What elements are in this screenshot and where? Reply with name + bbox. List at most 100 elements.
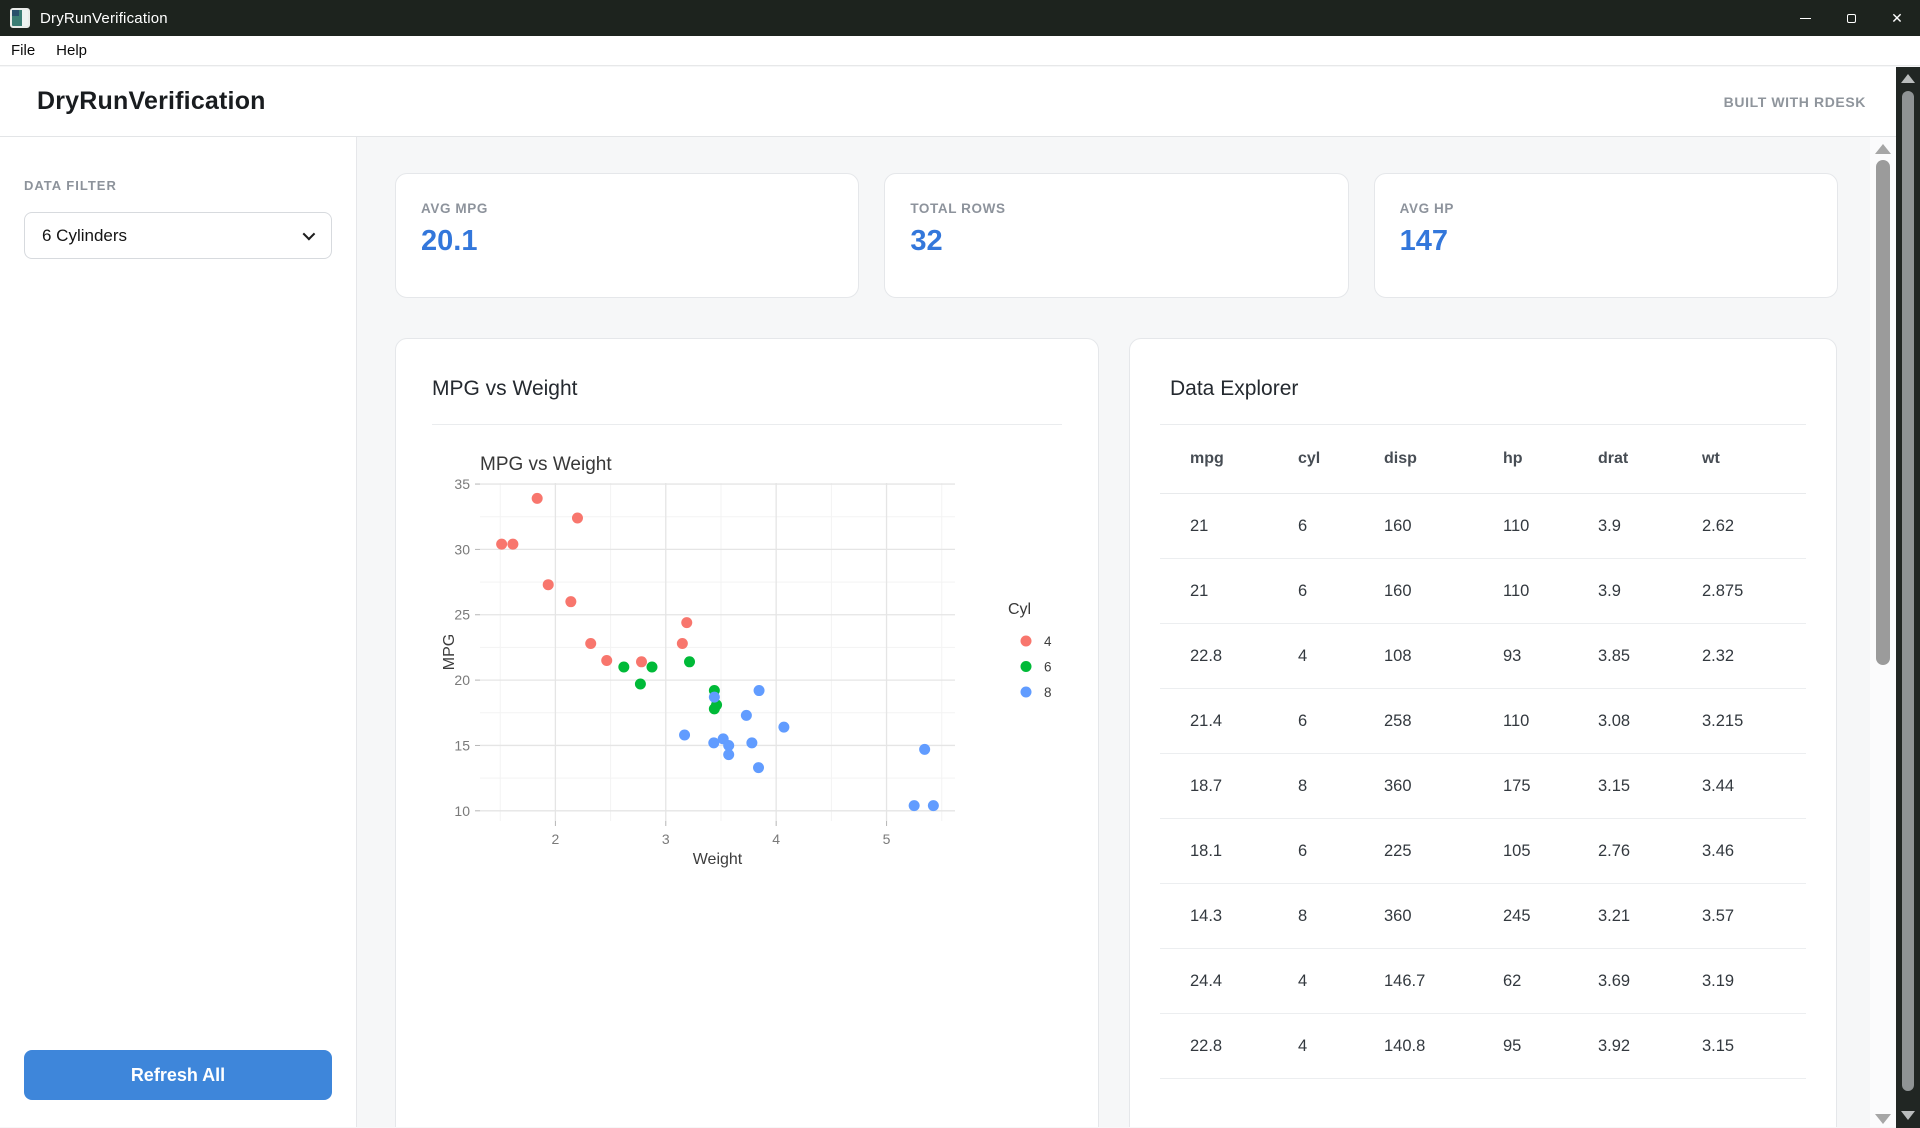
divider [432,424,1062,425]
menubar: File Help [0,36,1920,66]
refresh-all-button[interactable]: Refresh All [24,1050,332,1100]
scatter-point [681,617,693,629]
svg-text:5: 5 [883,831,891,847]
scroll-up-icon[interactable] [1901,74,1915,83]
stat-value: 32 [910,225,943,257]
scatter-point [740,709,752,721]
page-title: DryRunVerification [37,87,266,115]
main-content: AVG MPG 20.1 TOTAL ROWS 32 AVG HP 147 MP… [357,137,1870,1127]
chart-wrap: 2 3 4 5 10 15 20 25 30 35 MPG vs Weight Weight MPG Cy… [440,451,1062,881]
svg-text:3: 3 [662,831,670,847]
svg-text:30: 30 [454,541,470,557]
scatter-point [908,800,920,812]
stat-card-total-rows: TOTAL ROWS 32 [884,173,1349,298]
chart-card: MPG vs Weight 2 3 4 5 10 15 20 25 30 35 MPG vs Wei… [395,338,1099,1127]
minimize-button[interactable] [1782,0,1828,36]
scatter-point [565,596,577,608]
data-table: mpg cyl disp hp drat wt 21 6 160 110 3.9 2.62 21 6 16… [1160,427,1806,1079]
scatter-point [542,579,554,591]
svg-text:2: 2 [551,831,559,847]
svg-text:MPG vs Weight: MPG vs Weight [480,454,612,475]
scatter-point [507,538,519,550]
scatter-point [496,538,508,550]
close-button[interactable]: ✕ [1874,0,1920,36]
scatter-point [919,743,931,755]
window-controls: ✕ [1782,0,1920,36]
column-header-cyl: cyl [1268,427,1354,494]
scatter-point [746,737,758,749]
svg-text:Weight: Weight [693,851,743,868]
scatter-point [927,800,939,812]
cylinder-filter-select[interactable]: 6 Cylinders [24,212,332,259]
close-icon: ✕ [1891,10,1903,26]
stat-label: AVG HP [1399,201,1455,216]
window-scrollbar[interactable] [1896,67,1920,1128]
column-header-wt: wt [1672,427,1806,494]
svg-text:4: 4 [1044,634,1052,649]
stat-value: 20.1 [421,225,478,257]
window-scrollbar-thumb[interactable] [1902,91,1914,1091]
scroll-up-icon[interactable] [1875,144,1891,154]
svg-text:8: 8 [1044,685,1052,700]
scroll-down-icon[interactable] [1901,1111,1915,1120]
column-header-mpg: mpg [1160,427,1268,494]
cylinder-filter-value: 6 Cylinders [42,225,128,245]
table-row: 21.4 6 258 110 3.08 3.215 [1160,688,1806,754]
stat-value: 147 [1399,225,1449,257]
table-row: 22.8 4 108 93 3.85 2.32 [1160,623,1806,689]
table-card-title: Data Explorer [1170,377,1299,400]
scroll-down-icon[interactable] [1875,1114,1891,1124]
data-filter-label: DATA FILTER [24,178,117,193]
svg-text:20: 20 [454,672,470,688]
scatter-point [684,656,696,668]
built-with-badge: BUILT WITH RDESK [1723,93,1866,110]
app-area: DryRunVerification BUILT WITH RDESK DATA… [0,67,1896,1128]
mpg-weight-scatter-chart: 2 3 4 5 10 15 20 25 30 35 MPG vs Weight Weight MPG Cy… [441,454,1052,868]
cards-row: MPG vs Weight 2 3 4 5 10 15 20 25 30 35 MPG vs Wei… [395,338,1838,1127]
content-scrollbar-thumb[interactable] [1876,160,1890,665]
sidebar: DATA FILTER 6 Cylinders Refresh All [0,137,357,1127]
maximize-button[interactable] [1828,0,1874,36]
svg-text:10: 10 [454,803,470,819]
stat-card-avg-mpg: AVG MPG 20.1 [395,173,860,298]
table-row: 22.8 4 140.8 95 3.92 3.15 [1160,1013,1806,1079]
svg-text:6: 6 [1044,660,1052,675]
scatter-point [753,685,765,697]
stat-label: AVG MPG [421,201,488,216]
scatter-point [601,654,613,666]
scatter-point [778,721,790,733]
titlebar: DryRunVerification ✕ [0,0,1920,36]
scatter-point [708,737,720,749]
scatter-point [635,656,647,668]
table-header-row: mpg cyl disp hp drat wt [1160,427,1806,494]
content-scrollbar[interactable] [1870,137,1896,1127]
menu-file[interactable]: File [11,42,36,59]
scatter-point [571,512,583,524]
svg-text:25: 25 [454,607,470,623]
column-header-disp: disp [1354,427,1473,494]
scatter-point [634,678,646,690]
data-explorer-card: Data Explorer mpg cyl disp hp drat wt 21 6 160 1… [1129,338,1837,1127]
minimize-icon [1799,17,1811,19]
table-row: 21 6 160 110 3.9 2.875 [1160,558,1806,624]
menu-help[interactable]: Help [56,42,88,59]
column-header-hp: hp [1473,427,1568,494]
stats-row: AVG MPG 20.1 TOTAL ROWS 32 AVG HP 147 [395,173,1838,298]
scatter-point [618,661,630,673]
scatter-point [646,661,658,673]
svg-text:15: 15 [454,737,470,753]
table-row: 18.7 8 360 175 3.15 3.44 [1160,753,1806,819]
restore-icon [1846,10,1861,23]
svg-text:MPG: MPG [441,634,458,670]
page-header: DryRunVerification BUILT WITH RDESK [0,67,1896,137]
scatter-point [723,749,735,761]
scatter-point [679,729,691,741]
svg-text:35: 35 [454,476,470,492]
scatter-point [585,638,597,650]
divider [1160,424,1806,425]
window-title: DryRunVerification [40,9,168,27]
scatter-point [531,492,543,504]
stat-card-avg-hp: AVG HP 147 [1373,173,1838,298]
chevron-down-icon [302,227,316,241]
